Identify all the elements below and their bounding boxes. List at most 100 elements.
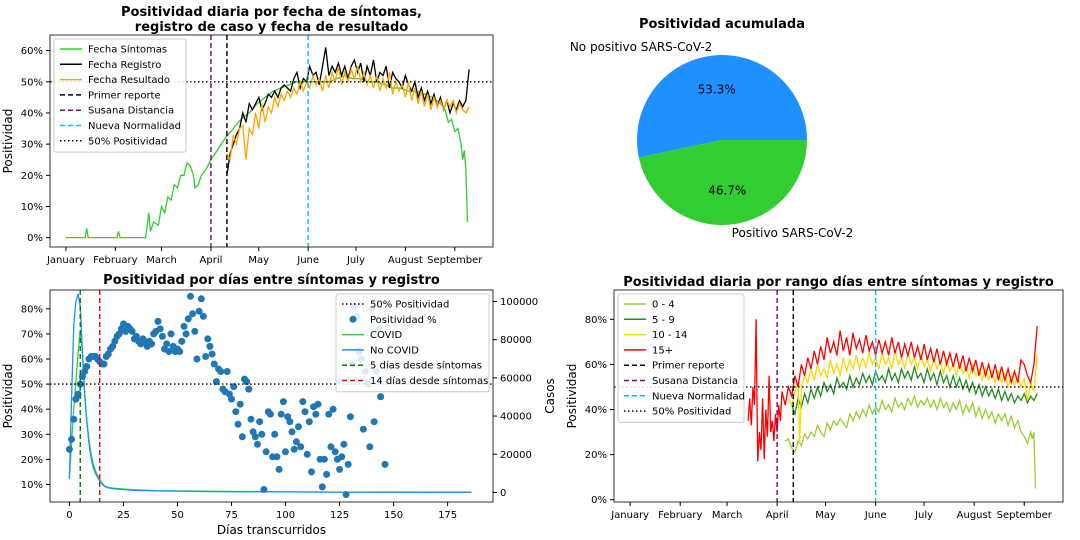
p3-point [273, 453, 281, 461]
p3-point [308, 468, 315, 476]
p3-point [128, 327, 136, 335]
p1-chart: Positividad diaria por fecha de síntomas… [1, 5, 493, 266]
p3-point [154, 317, 162, 325]
p3-point [288, 428, 296, 436]
p3-point [176, 348, 184, 355]
p4-xtick-label: May [815, 510, 836, 521]
p1-legend-label: Fecha Registro [88, 60, 161, 71]
p3-point [297, 443, 305, 451]
p3-point [346, 413, 354, 421]
p3-point [83, 363, 91, 370]
p3-ylabel: Positividad [1, 364, 15, 429]
p3-point [282, 448, 289, 456]
p1-ytick-label: 60% [21, 46, 43, 57]
p3-point [182, 330, 190, 338]
p3-point [277, 410, 285, 418]
p1-xtick-label: January [46, 255, 85, 266]
p2-pct-label: 46.7% [708, 184, 746, 198]
p4-ytick-label: 60% [585, 360, 607, 371]
p3-y2tick-label: 20000 [500, 450, 532, 461]
p3-point [195, 307, 203, 315]
p3-point [156, 325, 164, 333]
p3-point [204, 335, 212, 343]
p3-point [180, 322, 188, 330]
p1-ytick-label: 50% [21, 77, 43, 88]
p3-legend: 50% Positividad Positividad % COVID No COVI… [335, 293, 490, 393]
p3-point [148, 340, 156, 348]
p4-xtick-label: April [766, 510, 789, 521]
p4-legend-label: Susana Distancia [652, 376, 738, 387]
p3-point [323, 470, 331, 478]
p1-legend-label: Primer reporte [88, 90, 161, 101]
p3-point [266, 410, 274, 418]
p4-chart: Positividad diaria por rango días entre … [565, 275, 1063, 521]
p1-legend-label: Fecha Síntomas [88, 44, 167, 56]
p3-point [258, 430, 266, 438]
p4-xtick-label: January [610, 510, 649, 521]
p4-ylabel: Positividad [565, 364, 579, 429]
p3-y2tick-label: 100000 [500, 297, 538, 308]
p3-xtick-label: 175 [438, 510, 457, 521]
p3-ytick-label: 20% [21, 455, 43, 466]
p3-point [223, 368, 231, 375]
p3-xtick-label: 125 [330, 510, 349, 521]
p3-point [251, 433, 259, 441]
p3-point [286, 418, 294, 426]
p3-xtick-label: 0 [66, 510, 72, 521]
p3-point [370, 418, 378, 426]
p3-point [245, 385, 253, 393]
p3-point [381, 460, 389, 468]
p3-point [338, 453, 346, 461]
p3-point [290, 445, 298, 453]
p3-point [340, 440, 348, 448]
p3-y2tick-label: 80000 [500, 335, 532, 346]
p3-point [254, 440, 261, 448]
p3-point [230, 383, 238, 391]
p3-point [217, 368, 225, 375]
p4-legend-box [617, 293, 745, 423]
p3-point [247, 415, 255, 423]
p3-point [199, 312, 207, 320]
p4-legend-label: 0 - 4 [652, 300, 675, 311]
p1-frame [49, 34, 494, 248]
p3-y2tick-label: 60000 [500, 373, 532, 384]
p3-point [305, 418, 313, 426]
p3-point [271, 430, 279, 438]
p4-series-line [787, 350, 1038, 444]
p2-slice-label: Positivo SARS-CoV-2 [732, 226, 854, 240]
p1-legend-label: Fecha Resultado [88, 75, 170, 86]
p3-point [193, 355, 201, 363]
p1-ylabel: Positividad [1, 109, 15, 174]
p3-xtick-label: 150 [384, 510, 403, 521]
p3-y2label: Casos [543, 378, 557, 414]
p3-point [158, 332, 166, 340]
p3-point [260, 486, 268, 493]
p1-ytick-label: 40% [21, 108, 43, 119]
p3-xtick-label: 75 [225, 510, 238, 521]
p4-series-line [791, 364, 1038, 417]
p4-legend-label: Nueva Normalidad [652, 391, 745, 402]
p3-point [295, 423, 302, 431]
p1-xtick-label: September [427, 255, 483, 266]
p3-legend-box [335, 293, 490, 393]
p3-point [202, 353, 210, 360]
p1-series-line [226, 66, 470, 162]
p1-xtick-label: May [248, 255, 269, 266]
p4-ytick-label: 80% [585, 315, 607, 326]
p2-title: Positividad acumulada [639, 17, 805, 32]
p3-point [206, 342, 214, 350]
p3-ytick-label: 40% [21, 405, 43, 416]
p3-point [331, 448, 339, 456]
p3-y2tick-label: 0 [500, 488, 506, 499]
p3-point [70, 415, 78, 423]
p3-point [238, 433, 246, 441]
p3-ytick-label: 30% [21, 430, 43, 441]
p4-series-line [784, 393, 1037, 489]
p4-frame [613, 289, 1064, 503]
p3-point [256, 418, 264, 426]
p4-legend-label: 5 - 9 [652, 315, 675, 326]
p4-xtick-label: February [658, 510, 702, 521]
p3-point [303, 450, 311, 458]
p3-frame [49, 289, 494, 503]
